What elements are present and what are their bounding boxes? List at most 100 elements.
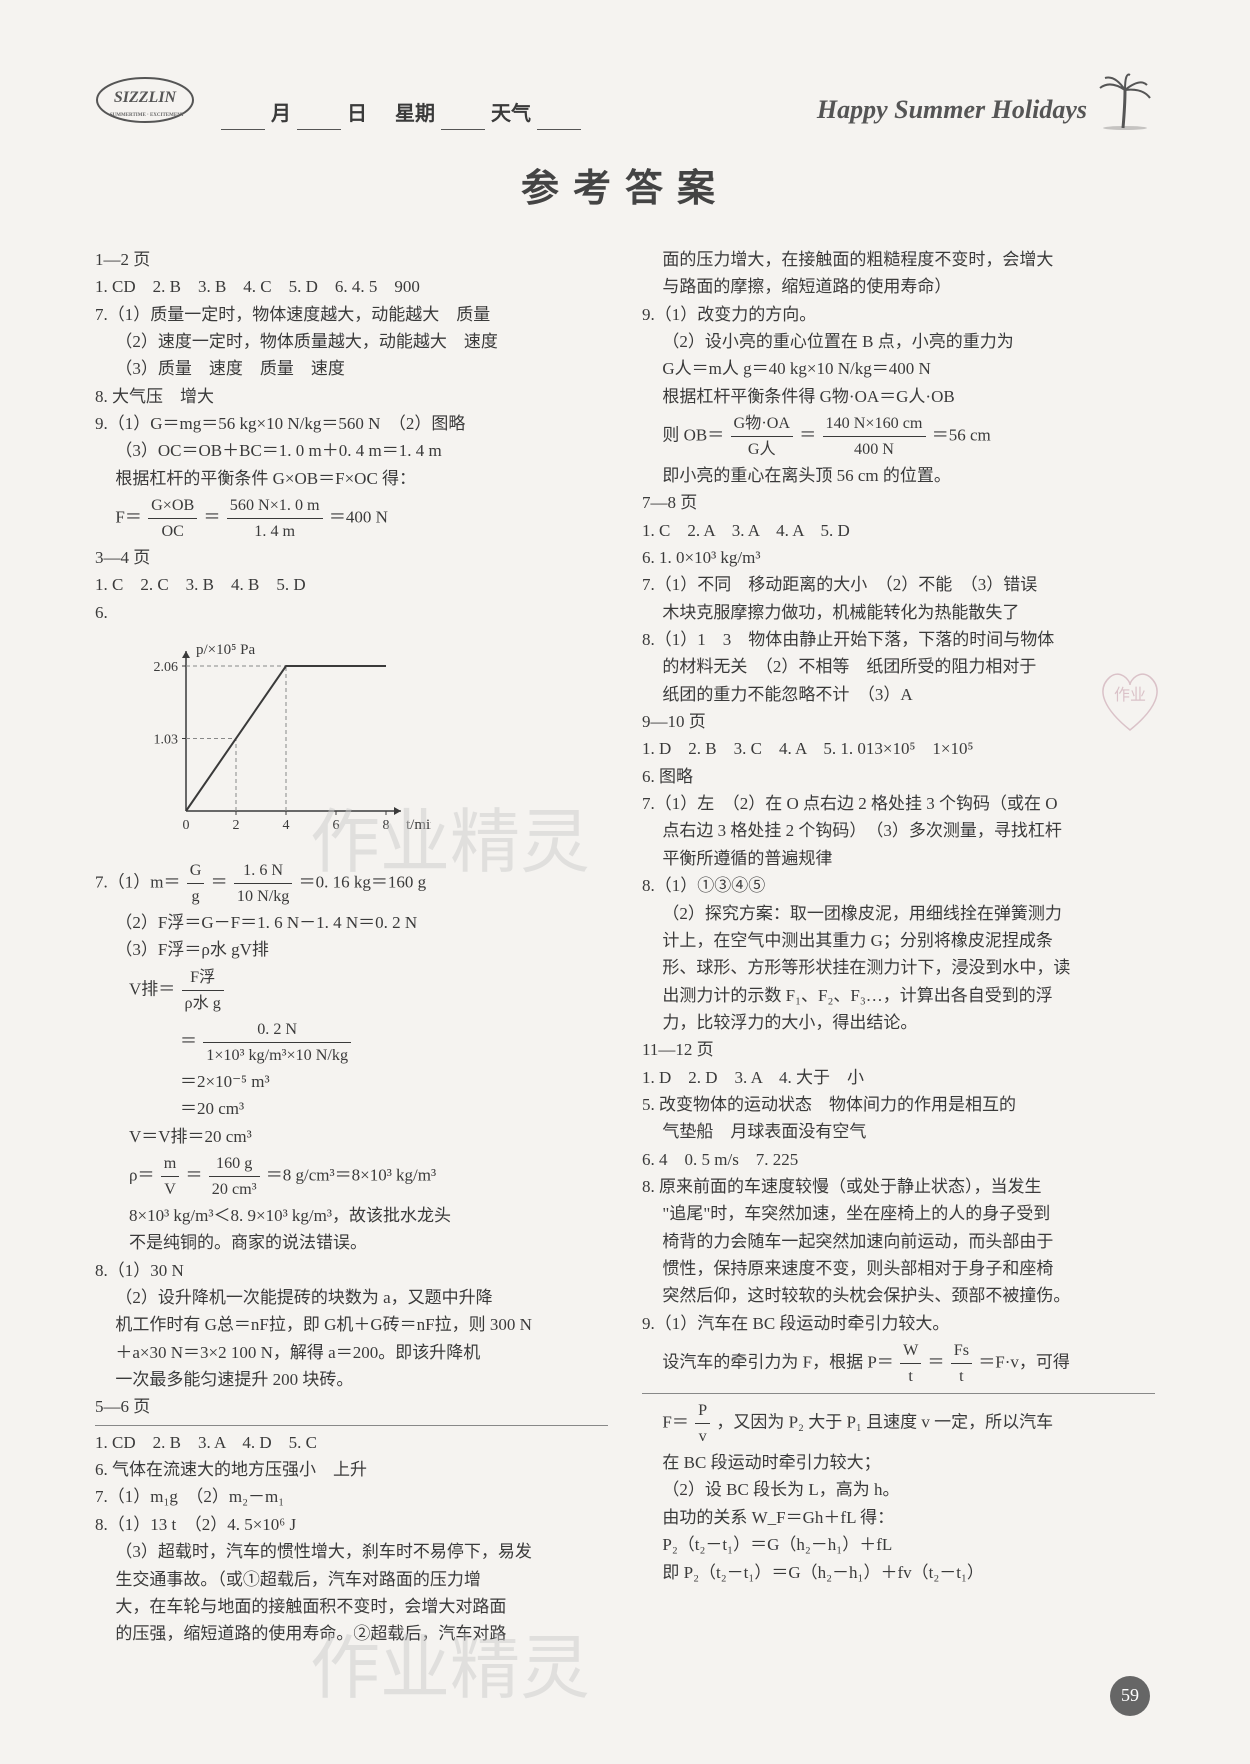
answer-line: "追尾"时，车突然加速，坐在座椅上的人的身子受到 xyxy=(642,1201,1155,1227)
answer-line: 6. 图略 xyxy=(642,764,1155,790)
answer-line: 7.（1）左 （2）在 O 点右边 2 格处挂 3 个钩码（或在 O xyxy=(642,791,1155,817)
answer-line: 1. D 2. B 3. C 4. A 5. 1. 013×10⁵ 1×10⁵ xyxy=(642,736,1155,762)
answer-line: 8. 大气压 增大 xyxy=(95,384,608,410)
fraction: 560 N×1. 0 m 1. 4 m xyxy=(227,493,323,544)
month-label: 月 xyxy=(271,99,291,130)
answer-line: V排＝ F浮ρ水 g xyxy=(95,965,608,1016)
answer-line: 6. 4 0. 5 m/s 7. 225 xyxy=(642,1147,1155,1173)
answer-line: （2）设升降机一次能提砖的块数为 a，又题中升降 xyxy=(95,1285,608,1311)
divider-line xyxy=(95,1425,608,1426)
answer-line: 平衡所遵循的普遍规律 xyxy=(642,846,1155,872)
answer-line: 8.（1）1 3 物体由静止开始下落，下落的时间与物体 xyxy=(642,627,1155,653)
answer-line: 即小亮的重心在离头顶 56 cm 的位置。 xyxy=(642,463,1155,489)
answer-line: （2）速度一定时，物体质量越大，动能越大 速度 xyxy=(95,329,608,355)
answer-line: 根据杠杆的平衡条件 G×OB＝F×OC 得： xyxy=(95,466,608,492)
fraction: G×OB OC xyxy=(148,493,197,544)
left-column: 1—2 页 1. CD 2. B 3. B 4. C 5. D 6. 4. 5 … xyxy=(95,247,608,1649)
header-slogan: Happy Summer Holidays xyxy=(817,70,1155,130)
answer-line: 1. CD 2. B 3. A 4. D 5. C xyxy=(95,1430,608,1456)
answer-line: 7.（1）质量一定时，物体速度越大，动能越大 质量 xyxy=(95,302,608,328)
month-blank xyxy=(221,106,265,130)
weekday-blank xyxy=(441,106,485,130)
answer-line: 7.（1）m₁g （2）m₂－m₁ xyxy=(95,1484,608,1510)
weekday-label: 星期 xyxy=(395,99,435,130)
answer-line: 8.（1）13 t （2）4. 5×10⁶ J xyxy=(95,1512,608,1538)
answer-line: （2）设 BC 段长为 L，高为 h。 xyxy=(642,1477,1155,1503)
answer-line: 点右边 3 格处挂 2 个钩码） （3）多次测量，寻找杠杆 xyxy=(642,818,1155,844)
day-blank xyxy=(297,106,341,130)
answer-line: 7.（1）m＝ Gg ＝ 1. 6 N10 N/kg ＝0. 16 kg＝160… xyxy=(95,858,608,909)
answer-line: 纸团的重力不能忽略不计 （3）A xyxy=(642,682,1155,708)
answer-line: 机工作时有 G总＝nF拉，即 G机＋G砖＝nF拉，则 300 N xyxy=(95,1312,608,1338)
answer-line: 9.（1）汽车在 BC 段运动时牵引力较大。 xyxy=(642,1311,1155,1337)
answer-line: 椅背的力会随车一起突然加速向前运动，而头部由于 xyxy=(642,1229,1155,1255)
answer-line: 计上，在空气中测出其重力 G；分别将橡皮泥捏成条 xyxy=(642,928,1155,954)
answer-line: F＝ Pv ，又因为 P₂ 大于 P₁ 且速度 v 一定，所以汽车 xyxy=(642,1398,1155,1449)
divider-line xyxy=(642,1393,1155,1394)
section-header: 7—8 页 xyxy=(642,490,1155,516)
answer-line: ＝2×10⁻⁵ m³ xyxy=(95,1069,608,1095)
page-header: SIZZLIN SUMMERTIME · EXCITEMENT 月 日 星期 天… xyxy=(95,60,1155,130)
answer-line: V＝V排＝20 cm³ xyxy=(95,1124,608,1150)
answer-line: 9.（1）改变力的方向。 xyxy=(642,302,1155,328)
answer-line: 惯性，保持原来速度不变，则头部相对于身子和座椅 xyxy=(642,1256,1155,1282)
palm-icon xyxy=(1095,70,1155,130)
answer-line: 气垫船 月球表面没有空气 xyxy=(642,1119,1155,1145)
answer-line: 力，比较浮力的大小，得出结论。 xyxy=(642,1010,1155,1036)
svg-text:6: 6 xyxy=(333,818,340,833)
svg-text:p/×10⁵ Pa: p/×10⁵ Pa xyxy=(196,642,255,658)
answer-line: 6. xyxy=(95,600,608,626)
answer-line: 一次最多能匀速提升 200 块砖。 xyxy=(95,1367,608,1393)
answer-line: （3）超载时，汽车的惯性增大，刹车时不易停下，易发 xyxy=(95,1539,608,1565)
answer-line: 生交通事故。（或①超载后，汽车对路面的压力增 xyxy=(95,1567,608,1593)
answer-line: 8.（1）30 N xyxy=(95,1258,608,1284)
heart-stamp-icon: 作业 xyxy=(1090,665,1170,735)
svg-text:作业: 作业 xyxy=(1114,686,1146,704)
section-header: 9—10 页 xyxy=(642,709,1155,735)
svg-text:0: 0 xyxy=(183,818,190,833)
svg-text:4: 4 xyxy=(283,818,290,833)
answer-line: （3）质量 速度 质量 速度 xyxy=(95,356,608,382)
answer-line: 即 P₂（t₂－t₁）＝G（h₂－h₁）＋fv（t₂－t₁） xyxy=(642,1560,1155,1586)
answer-line: （3）F浮＝ρ水 gV排 xyxy=(95,937,608,963)
answer-line: 9.（1）G＝mg＝56 kg×10 N/kg＝560 N （2）图略 xyxy=(95,411,608,437)
pressure-time-chart: 1.032.0602468p/×10⁵ Pat/min xyxy=(131,636,431,846)
answer-line: ＝ 0. 2 N1×10³ kg/m³×10 N/kg xyxy=(95,1017,608,1068)
answer-line: （2）探究方案：取一团橡皮泥，用细线拴在弹簧测力 xyxy=(642,901,1155,927)
answer-line: 大，在车轮与地面的接触面积不变时，会增大对路面 xyxy=(95,1594,608,1620)
answer-line: 7.（1）不同 移动距离的大小 （2）不能 （3）错误 xyxy=(642,572,1155,598)
answer-line: 6. 气体在流速大的地方压强小 上升 xyxy=(95,1457,608,1483)
answer-line: 的材料无关 （2）不相等 纸团所受的阻力相对于 xyxy=(642,654,1155,680)
answer-line: 1. CD 2. B 3. B 4. C 5. D 6. 4. 5 900 xyxy=(95,274,608,300)
svg-text:SIZZLIN: SIZZLIN xyxy=(114,89,178,106)
answer-line: ρ＝ mV ＝ 160 g20 cm³ ＝8 g/cm³＝8×10³ kg/m³ xyxy=(95,1151,608,1202)
answer-line: F＝ G×OB OC ＝ 560 N×1. 0 m 1. 4 m ＝400 N xyxy=(95,493,608,544)
answer-line: 8. 原来前面的车速度较慢（或处于静止状态），当发生 xyxy=(642,1174,1155,1200)
section-header: 3—4 页 xyxy=(95,545,608,571)
answer-line: （3）OC＝OB＋BC＝1. 0 m＋0. 4 m＝1. 4 m xyxy=(95,438,608,464)
answer-line: 突然后仰，这时较软的头枕会保护头、颈部不被撞伤。 xyxy=(642,1283,1155,1309)
logo-icon: SIZZLIN SUMMERTIME · EXCITEMENT xyxy=(95,70,215,130)
content-columns: 1—2 页 1. CD 2. B 3. B 4. C 5. D 6. 4. 5 … xyxy=(95,247,1155,1649)
slogan-text: Happy Summer Holidays xyxy=(817,90,1087,130)
svg-text:t/min: t/min xyxy=(406,817,431,833)
answer-line: 1. C 2. C 3. B 4. B 5. D xyxy=(95,572,608,598)
section-header: 11—12 页 xyxy=(642,1037,1155,1063)
answer-line: 不是纯铜的。商家的说法错误。 xyxy=(95,1230,608,1256)
answer-line: 与路面的摩擦，缩短道路的使用寿命） xyxy=(642,274,1155,300)
answer-line: 的压强，缩短道路的使用寿命。②超载后，汽车对路 xyxy=(95,1621,608,1647)
answer-line: G人＝m人 g＝40 kg×10 N/kg＝400 N xyxy=(642,356,1155,382)
svg-text:1.03: 1.03 xyxy=(154,733,179,748)
answer-line: 8×10³ kg/m³＜8. 9×10³ kg/m³，故该批水龙头 xyxy=(95,1203,608,1229)
answer-line: 1. D 2. D 3. A 4. 大于 小 xyxy=(642,1065,1155,1091)
svg-text:SUMMERTIME · EXCITEMENT: SUMMERTIME · EXCITEMENT xyxy=(110,113,185,118)
answer-line: 形、球形、方形等形状挂在测力计下，浸没到水中，读 xyxy=(642,955,1155,981)
answer-line: ＝20 cm³ xyxy=(95,1096,608,1122)
answer-line: 面的压力增大，在接触面的粗糙程度不变时，会增大 xyxy=(642,247,1155,273)
answer-line: 则 OB＝ G物·OAG人 ＝ 140 N×160 cm400 N ＝56 cm xyxy=(642,411,1155,462)
answer-line: 木块克服摩擦力做功，机械能转化为热能散失了 xyxy=(642,600,1155,626)
page-title: 参考答案 xyxy=(95,160,1155,219)
day-label: 日 xyxy=(347,99,367,130)
header-left: SIZZLIN SUMMERTIME · EXCITEMENT 月 日 星期 天… xyxy=(95,70,581,130)
answer-line: 出测力计的示数 F₁、F₂、F₃…，计算出各自受到的浮 xyxy=(642,983,1155,1009)
